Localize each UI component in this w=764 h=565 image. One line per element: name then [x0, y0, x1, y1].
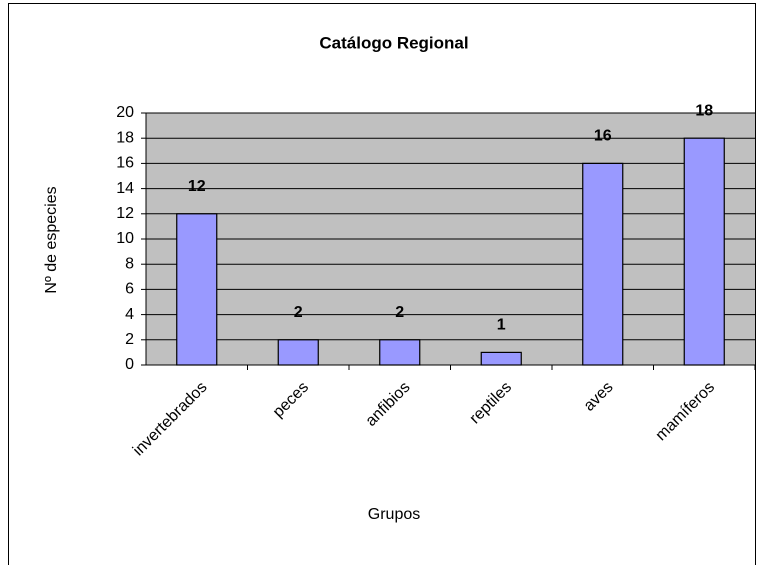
x-tick-label: mamíferos	[653, 379, 718, 444]
bar	[379, 339, 421, 366]
bar	[582, 162, 624, 366]
data-label: 12	[188, 178, 206, 195]
data-label: 1	[497, 317, 506, 334]
bar	[683, 137, 725, 366]
data-label: 16	[594, 128, 612, 145]
y-tick-label: 8	[125, 255, 134, 272]
y-axis-title: Nº de especies	[43, 186, 60, 293]
data-label: 2	[395, 304, 404, 321]
x-tick-label: peces	[270, 379, 312, 421]
chart-title: Catálogo Regional	[319, 33, 468, 52]
y-tick-label: 12	[116, 205, 134, 222]
x-tick-label: invertebrados	[130, 379, 211, 460]
y-tick-label: 20	[116, 104, 134, 121]
chart-border	[8, 3, 756, 565]
data-label: 18	[695, 102, 713, 119]
y-tick-label: 4	[125, 306, 134, 323]
y-tick-label: 6	[125, 281, 134, 298]
x-tick-label: reptiles	[467, 379, 516, 428]
bar	[277, 339, 319, 366]
y-tick-label: 18	[116, 129, 134, 146]
y-tick-label: 16	[116, 155, 134, 172]
bar	[480, 351, 522, 366]
y-tick-label: 2	[125, 331, 134, 348]
data-label: 2	[294, 304, 303, 321]
y-tick-label: 10	[116, 230, 134, 247]
bar	[176, 213, 218, 366]
x-tick-label: aves	[581, 379, 617, 415]
y-tick-label: 0	[125, 356, 134, 373]
x-tick-label: anfibios	[363, 379, 414, 430]
y-tick-label: 14	[116, 180, 134, 197]
x-axis-title: Grupos	[368, 506, 420, 523]
